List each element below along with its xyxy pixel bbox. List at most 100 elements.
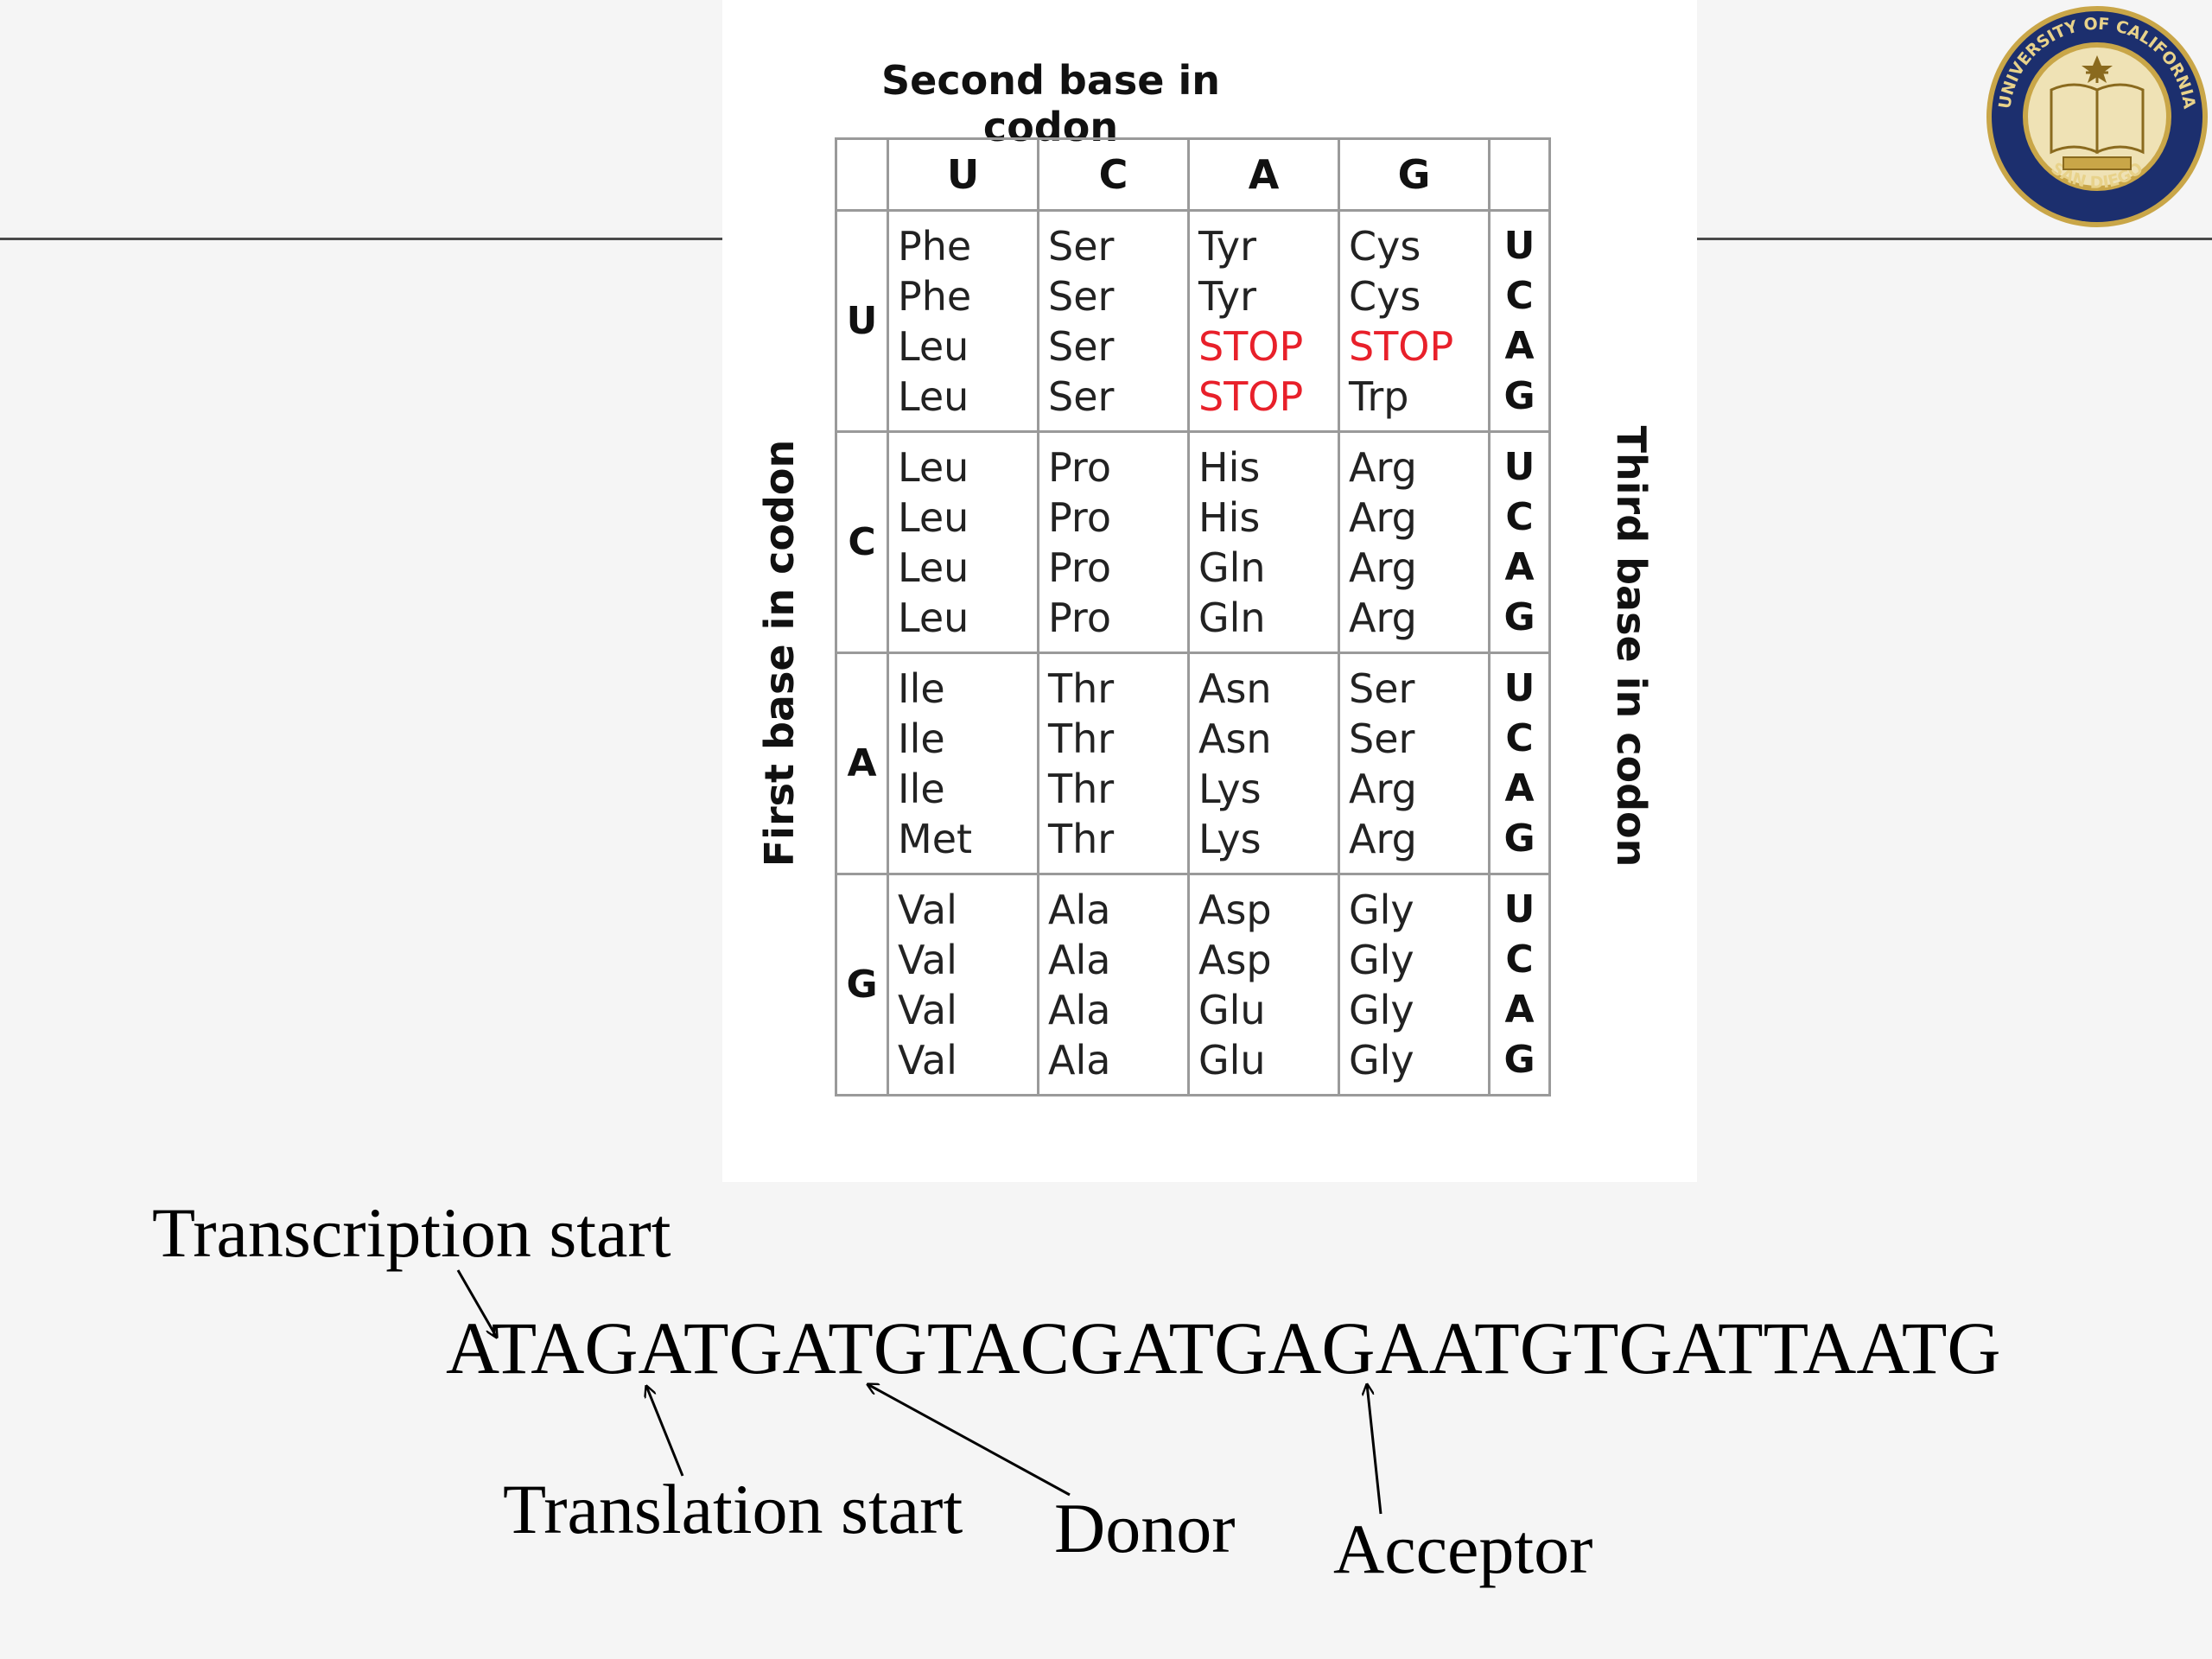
amino-acid-label: Thr [1048, 715, 1115, 762]
amino-acid-label: Leu [898, 443, 969, 491]
amino-acid-label: His [1198, 443, 1261, 491]
amino-acid-label: Ser [1349, 715, 1415, 762]
third-base-c: C [1505, 494, 1534, 539]
third-base-a: A [1504, 987, 1535, 1032]
transcription-start-label: Transcription start [152, 1193, 671, 1272]
third-base-g: G [1503, 816, 1535, 861]
header-divider-right [1697, 238, 2212, 240]
second-base-a: A [1187, 137, 1340, 212]
second-base-title: Second base in codon [881, 57, 1220, 150]
amino-acid-cell-aa: Asn Asn Lys Lys [1187, 652, 1340, 875]
third-base-a: A [1504, 323, 1535, 368]
third-base-u: U [1503, 665, 1535, 710]
first-base-g: G [835, 873, 889, 1096]
stop-codon-label: STOP [1198, 322, 1304, 370]
amino-acid-label: Leu [898, 493, 969, 541]
third-base-c: C [1505, 715, 1534, 760]
amino-acid-label: Leu [898, 543, 969, 591]
amino-acid-label: Phe [898, 222, 972, 270]
amino-acid-label: Gly [1349, 936, 1414, 983]
amino-acid-label: Met [898, 815, 973, 862]
amino-acid-label: Lys [1198, 815, 1262, 862]
amino-acid-label: Pro [1048, 493, 1111, 541]
amino-acid-label: Gln [1198, 594, 1266, 641]
first-base-c: C [835, 430, 889, 654]
amino-acid-label: Ala [1048, 936, 1111, 983]
third-base-title: Third base in codon [1608, 425, 1655, 868]
amino-acid-label: Leu [898, 372, 969, 420]
amino-acid-label: Val [898, 986, 957, 1033]
amino-acid-cell-gc: Ala Ala Ala Ala [1037, 873, 1190, 1096]
amino-acid-label: Asn [1198, 715, 1272, 762]
second-base-c: C [1037, 137, 1190, 212]
amino-acid-label: Arg [1349, 543, 1417, 591]
amino-acid-label: Gln [1198, 543, 1266, 591]
codon-row-first-c: C Leu Leu Leu Leu Pro Pro Pro Pro His His Gln Gln Arg… [835, 430, 1551, 654]
amino-acid-label: Gly [1349, 1036, 1414, 1084]
acceptor-arrow [1367, 1384, 1382, 1515]
codon-row-first-u: U Phe Phe Leu Leu Ser Ser Ser Ser Tyr Tyr STOP STOP C… [835, 209, 1551, 433]
amino-acid-cell-ac: Thr Thr Thr Thr [1037, 652, 1190, 875]
codon-row-first-g: G Val Val Val Val Ala Ala Ala Ala Asp Asp Glu Glu Gly… [835, 873, 1551, 1096]
amino-acid-label: Ala [1048, 886, 1111, 933]
amino-acid-label: Ala [1048, 986, 1111, 1033]
amino-acid-cell-cu: Leu Leu Leu Leu [887, 430, 1039, 654]
amino-acid-label: Asn [1198, 664, 1272, 712]
ucsd-seal-logo: UNIVERSITY OF CALIFORNIA SAN DIEGO [1986, 6, 2208, 227]
amino-acid-label: Val [898, 1036, 957, 1084]
third-base-g: G [1503, 594, 1535, 639]
amino-acid-label: Asp [1198, 886, 1272, 933]
amino-acid-label: Ser [1048, 372, 1115, 420]
second-base-g: G [1338, 137, 1491, 212]
amino-acid-label: Phe [898, 272, 972, 320]
amino-acid-label: Ser [1048, 322, 1115, 370]
amino-acid-cell-cg: Arg Arg Arg Arg [1338, 430, 1491, 654]
corner-cell [1488, 137, 1551, 212]
translation-start-label: Translation start [503, 1470, 963, 1548]
corner-cell [835, 137, 889, 212]
third-base-a: A [1504, 544, 1535, 589]
amino-acid-cell-cc: Pro Pro Pro Pro [1037, 430, 1190, 654]
amino-acid-label: Arg [1349, 443, 1417, 491]
first-base-u: U [835, 209, 889, 433]
translation-start-arrow [646, 1386, 684, 1477]
acceptor-label: Acceptor [1333, 1510, 1593, 1588]
amino-acid-label: Thr [1048, 664, 1115, 712]
amino-acid-label: Glu [1198, 986, 1266, 1033]
amino-acid-label: Gly [1349, 886, 1414, 933]
stop-codon-label: STOP [1198, 372, 1304, 420]
amino-acid-label: Tyr [1198, 272, 1257, 320]
third-base-g: G [1503, 1037, 1535, 1082]
amino-acid-label: Cys [1349, 222, 1421, 270]
amino-acid-label: His [1198, 493, 1261, 541]
amino-acid-label: Ile [898, 664, 945, 712]
amino-acid-label: Arg [1349, 594, 1417, 641]
amino-acid-cell-ag: Ser Ser Arg Arg [1338, 652, 1491, 875]
amino-acid-label: Cys [1349, 272, 1421, 320]
third-base-u: U [1503, 444, 1535, 489]
amino-acid-label: Gly [1349, 986, 1414, 1033]
codon-table-panel: Second base in codon First base in codon… [722, 0, 1697, 1182]
amino-acid-label: Ile [898, 765, 945, 812]
stop-codon-label: STOP [1349, 322, 1454, 370]
amino-acid-label: Thr [1048, 765, 1115, 812]
amino-acid-label: Arg [1349, 815, 1417, 862]
third-base-a: A [1504, 766, 1535, 810]
amino-acid-label: Leu [898, 322, 969, 370]
second-base-u: U [887, 137, 1039, 212]
amino-acid-label: Leu [898, 594, 969, 641]
header-divider-left [0, 238, 722, 240]
amino-acid-cell-ug: Cys Cys STOP Trp [1338, 209, 1491, 433]
third-base-u: U [1503, 223, 1535, 268]
amino-acid-label: Trp [1349, 372, 1409, 420]
amino-acid-label: Arg [1349, 493, 1417, 541]
amino-acid-label: Glu [1198, 1036, 1266, 1084]
third-base-u: U [1503, 887, 1535, 931]
amino-acid-cell-uc: Ser Ser Ser Ser [1037, 209, 1190, 433]
amino-acid-label: Thr [1048, 815, 1115, 862]
amino-acid-label: Val [898, 936, 957, 983]
